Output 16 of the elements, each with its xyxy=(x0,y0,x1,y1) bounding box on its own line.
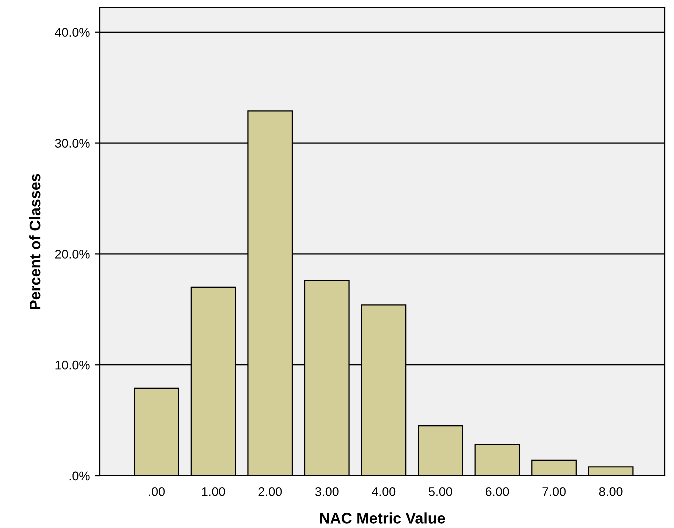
y-tick-label: 30.0% xyxy=(55,139,90,148)
y-tick-label: 20.0% xyxy=(55,250,90,259)
y-tick-label: 40.0% xyxy=(55,28,90,38)
x-tick-label: 2.00 xyxy=(258,487,282,496)
y-tick-label: 10.0% xyxy=(56,360,90,370)
x-tick-label: 7.00 xyxy=(542,487,566,496)
y-axis-title: Percent of Classes xyxy=(29,174,41,310)
x-tick-label: 3.00 xyxy=(315,487,339,496)
x-tick-label: 8.00 xyxy=(599,487,623,496)
x-tick-label: 6.00 xyxy=(486,487,510,496)
y-tick-label: .0% xyxy=(70,472,90,481)
x-tick-label: .00 xyxy=(149,487,165,496)
x-tick-label: 1.00 xyxy=(202,487,226,496)
x-tick-label: 5.00 xyxy=(429,487,452,496)
x-tick-label: 4.00 xyxy=(372,487,396,496)
x-axis-title: NAC Metric Value xyxy=(320,512,446,524)
